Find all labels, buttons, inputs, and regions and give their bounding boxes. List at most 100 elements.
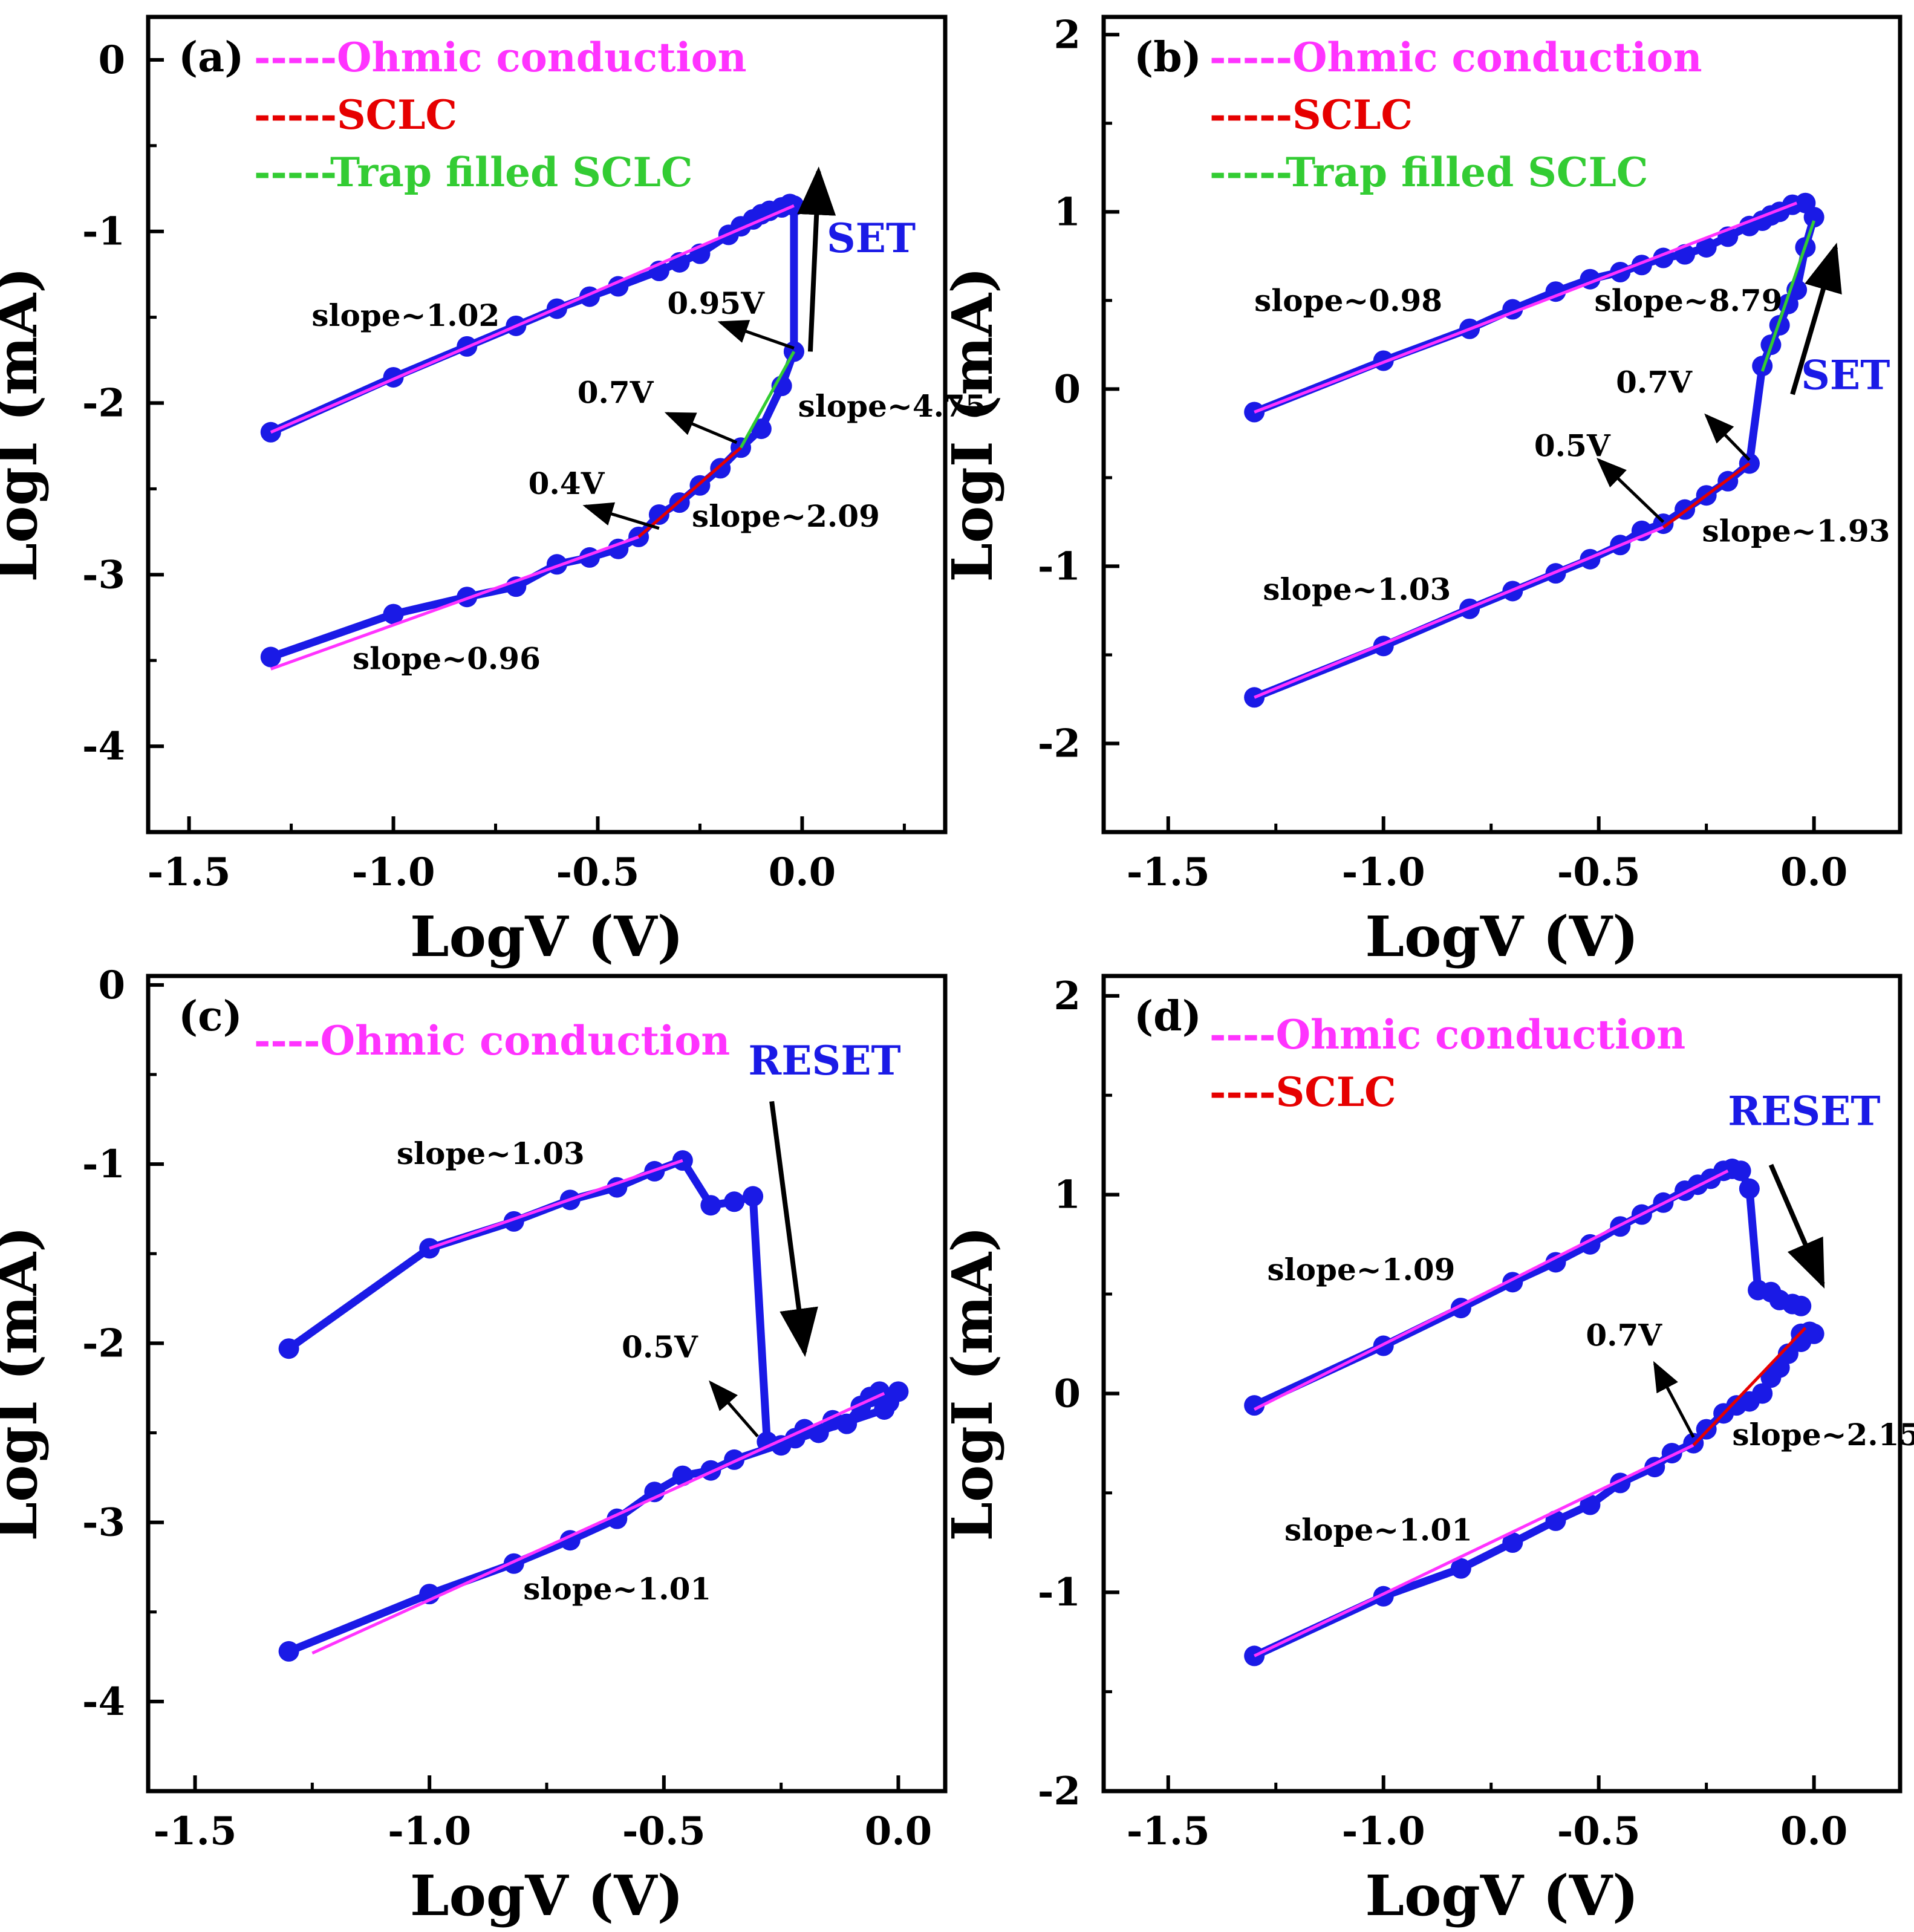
direction-label: RESET: [1728, 1088, 1880, 1135]
panel-a: -1.5 -1.0 -0.5 0.0 0 -1 -2 -3 -4 LogV (V) LogI (mA…: [0, 15, 986, 969]
slope-annotation: slope~8.79: [1595, 282, 1783, 318]
y-tick-label: 0: [98, 963, 125, 1008]
y-tick-label: 0: [1053, 366, 1081, 412]
x-tick-label: 0.0: [1780, 1809, 1847, 1854]
data-point: [836, 1413, 858, 1434]
y-tick-label: -3: [82, 1500, 125, 1546]
fit-line-ohmic: [1254, 525, 1664, 699]
fit-line-ohmic: [270, 535, 639, 671]
data-point: [1244, 1395, 1265, 1416]
slope-annotation: 0.7V: [578, 375, 654, 411]
data-point: [644, 1482, 665, 1503]
slope-annotation: slope~1.03: [1263, 571, 1451, 607]
fit-line-ohmic: [311, 1392, 885, 1655]
panel-label: (b): [1134, 33, 1202, 82]
slope-annotation: slope~1.02: [311, 298, 500, 333]
data-point: [278, 1641, 299, 1662]
data-point: [1450, 1558, 1471, 1579]
fit-line-ohmic: [1254, 1443, 1694, 1657]
direction-label: RESET: [748, 1037, 900, 1084]
legend-entry: -----Ohmic conduction: [254, 34, 747, 81]
y-tick-label: -2: [1038, 721, 1081, 766]
data-point: [724, 1191, 745, 1212]
slope-annotation: 0.95V: [667, 285, 765, 321]
slope-annotation: slope~2.15: [1732, 1417, 1914, 1452]
data-point: [383, 603, 404, 625]
data-point: [672, 1465, 693, 1486]
slope-annotation: slope~1.01: [523, 1571, 711, 1607]
y-tick-label: 2: [1053, 12, 1081, 57]
legend-entry: ----Ohmic conduction: [254, 1017, 730, 1064]
panel-c: -1.5 -1.0 -0.5 0.0 0 -1 -2 -3 -4 LogV (V) LogI (mA…: [0, 963, 948, 1928]
data-point: [700, 1195, 721, 1216]
annotation-arrow: [664, 412, 738, 444]
data-point: [648, 504, 669, 525]
y-tick-label: 1: [1053, 1173, 1081, 1218]
annotation-arrow: [717, 320, 795, 350]
direction-label: SET: [1801, 351, 1890, 398]
panel-label: (c): [178, 992, 243, 1041]
y-tick-label: -4: [82, 724, 125, 769]
slope-annotation: slope~0.96: [353, 640, 541, 676]
direction-arrow: [1790, 242, 1842, 395]
y-axis-label: LogI (mA): [940, 1226, 1005, 1541]
data-point: [1545, 1510, 1566, 1531]
x-tick-label: -0.5: [1557, 850, 1641, 895]
plot-frame: [146, 974, 948, 1794]
slope-annotation: slope~2.09: [692, 498, 880, 534]
fit-line-trap: [739, 351, 796, 449]
x-tick-label: -0.5: [556, 850, 640, 895]
y-tick-label: 0: [98, 37, 125, 83]
slope-annotation: slope~1.03: [397, 1136, 585, 1171]
plot-frame: [1101, 974, 1903, 1794]
panel-label: (a): [178, 33, 244, 82]
data-point: [1730, 1160, 1751, 1182]
y-axis-label: LogI (mA): [0, 267, 50, 582]
y-tick-label: 0: [1053, 1371, 1081, 1416]
x-tick-label: 0.0: [865, 1809, 932, 1854]
fit-line-ohmic: [429, 1159, 683, 1250]
x-tick-label: 0.0: [769, 850, 836, 895]
y-tick-label: -1: [82, 209, 125, 255]
x-tick-label: -1.5: [1127, 1809, 1210, 1854]
direction-arrow: [769, 1101, 818, 1358]
panel-label: (d): [1134, 992, 1202, 1041]
x-tick-label: -0.5: [622, 1809, 706, 1854]
x-tick-label: -1.0: [1342, 850, 1425, 895]
slope-annotation: slope~1.09: [1268, 1252, 1456, 1287]
slope-annotation: slope~1.93: [1702, 513, 1890, 548]
x-tick-label: 0.0: [1780, 850, 1847, 895]
data-point: [1752, 356, 1773, 377]
legend-entry: -----Ohmic conduction: [1209, 34, 1702, 81]
data-point: [710, 458, 731, 479]
data-point: [1739, 215, 1760, 236]
panel-b: -1.5 -1.0 -0.5 0.0 2 1 0 -1 -2 LogV (V) LogI (mA) S…: [940, 12, 1903, 969]
legend-entry: -----Trap filled SCLC: [254, 149, 692, 196]
y-tick-label: -2: [82, 1321, 125, 1366]
x-axis-label: LogV (V): [1365, 1863, 1638, 1928]
fit-line-ohmic: [1254, 1169, 1729, 1411]
data-point: [260, 646, 281, 668]
legend-entry: -----SCLC: [254, 91, 457, 138]
x-axis-label: LogV (V): [1365, 904, 1638, 969]
x-axis-label: LogV (V): [410, 1863, 683, 1928]
y-tick-label: -2: [1038, 1769, 1081, 1814]
data-point: [750, 418, 772, 440]
x-tick-label: -1.0: [1342, 1809, 1425, 1854]
slope-annotation: slope~4.75: [798, 388, 986, 424]
x-axis-label: LogV (V): [410, 904, 683, 969]
y-tick-label: 1: [1053, 189, 1081, 235]
annotation-arrow: [1704, 413, 1751, 461]
data-point: [278, 1338, 299, 1359]
data-point: [1502, 1532, 1523, 1553]
y-tick-label: -1: [1038, 1570, 1081, 1615]
legend-entry: -----Trap filled SCLC: [1209, 149, 1648, 196]
plot-frame: [146, 15, 948, 834]
annotation-arrow: [582, 502, 660, 530]
y-axis-label: LogI (mA): [940, 267, 1005, 582]
plot-frame: [1101, 15, 1903, 834]
data-point: [808, 1422, 829, 1443]
data-point: [1760, 1367, 1782, 1388]
slope-annotation: 0.5V: [622, 1329, 698, 1365]
